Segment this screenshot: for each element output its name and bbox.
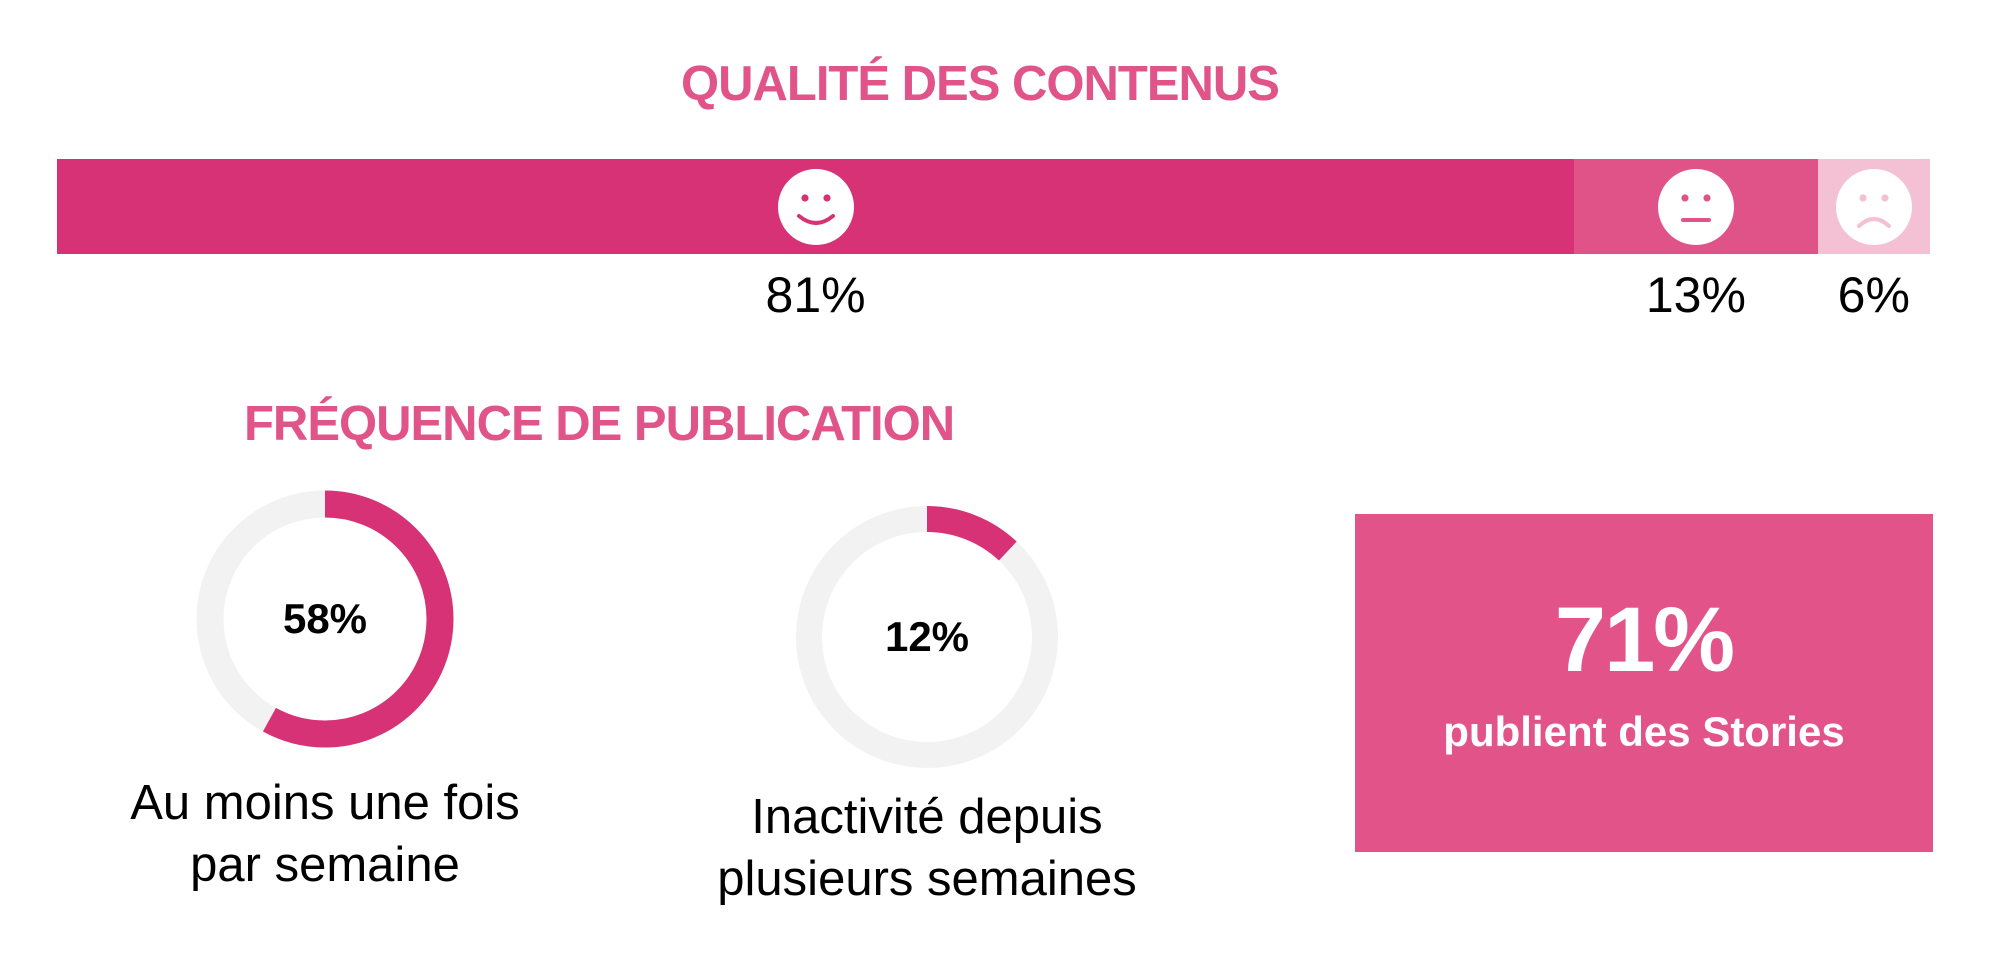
donut-caption: Au moins une fois par semaine — [130, 772, 520, 896]
donut-caption-line: par semaine — [190, 838, 460, 892]
donut-chart-2 — [796, 506, 1058, 768]
quality-stacked-bar — [57, 159, 1930, 254]
stories-description: publient des Stories — [1443, 708, 1845, 755]
neutral-face-icon — [1657, 168, 1734, 245]
quality-value-label: 81% — [765, 267, 866, 323]
donut-value-arc — [196, 490, 454, 748]
sad-face-icon — [1835, 168, 1912, 245]
stories-stat-card: 71% publient des Stories — [1355, 514, 1933, 852]
frequency-title: FRÉQUENCE DE PUBLICATION — [244, 397, 955, 451]
stories-percentage: 71% — [1554, 589, 1735, 691]
donut-value-label: 58% — [282, 595, 368, 642]
smiley-face-icon — [777, 168, 854, 245]
quality-value-label: 6% — [1837, 267, 1910, 323]
donut-caption: Inactivité depuis plusieurs semaines — [717, 786, 1136, 910]
donut-caption-line: Au moins une fois — [130, 776, 520, 830]
quality-title: QUALITÉ DES CONTENUS — [681, 57, 1280, 111]
donut-caption-line: plusieurs semaines — [717, 852, 1137, 906]
donut-value-label: 12% — [884, 613, 970, 660]
donut-chart-1 — [196, 490, 454, 748]
donut-value-arc — [796, 506, 1058, 768]
quality-value-label: 13% — [1645, 267, 1746, 323]
donut-caption-line: Inactivité depuis — [751, 790, 1103, 844]
